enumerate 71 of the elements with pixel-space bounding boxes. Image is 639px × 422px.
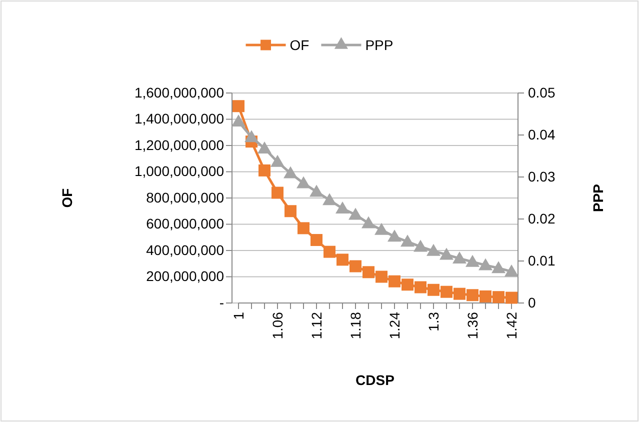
x-tick-label: 1.36 (464, 312, 480, 340)
point (388, 275, 400, 288)
point (298, 222, 310, 234)
y-tick-label: 800,000,000 (146, 189, 224, 206)
x-tick-label: 1.42 (503, 312, 520, 340)
point (454, 288, 466, 300)
y-tick-label: 400,000,000 (146, 242, 224, 258)
point (270, 154, 284, 167)
y2-tick-label: 0.04 (528, 126, 556, 142)
point (504, 264, 518, 276)
point (414, 281, 426, 294)
point (284, 166, 298, 178)
point (402, 278, 414, 291)
point (284, 205, 296, 218)
point (310, 184, 324, 197)
point (428, 284, 440, 296)
y-tick-label: 1,400,000,000 (134, 110, 224, 127)
point (258, 164, 270, 176)
point (324, 246, 336, 258)
y-tick-label: 1,200,000,000 (134, 136, 224, 153)
point (348, 208, 362, 220)
x-tick-label: 1.3 (425, 312, 442, 332)
y-tick-label: 1,000,000,000 (134, 163, 224, 180)
point (336, 254, 348, 266)
point (440, 248, 454, 260)
point (362, 266, 374, 278)
point (492, 261, 506, 274)
point (492, 291, 504, 304)
y2-tick-label: 0.03 (528, 168, 556, 184)
y-tick-label: 600,000,000 (146, 216, 224, 232)
point (480, 290, 492, 302)
x-tick-label: 1.12 (308, 312, 324, 340)
point (336, 202, 350, 214)
legend-label: OF (290, 36, 310, 53)
point (426, 244, 440, 256)
point (388, 230, 402, 242)
point (244, 130, 258, 142)
x-tick-label: 1.24 (386, 312, 402, 340)
x-tick-label: 1.06 (269, 312, 286, 340)
y2-tick-label: 0.02 (528, 210, 556, 226)
point (466, 289, 478, 302)
point (322, 193, 336, 206)
point (506, 292, 518, 304)
y2-axis-title: PPP (590, 184, 606, 212)
x-tick-label: 1 (230, 312, 246, 320)
point (272, 186, 284, 199)
y-tick-label: - (219, 294, 224, 310)
x-axis-title: CDSP (356, 372, 394, 388)
point (232, 114, 246, 127)
y-tick-label: 200,000,000 (146, 268, 224, 284)
point (362, 216, 376, 228)
y-tick-label: 1,600,000,000 (134, 84, 224, 100)
x-tick-label: 1.18 (347, 312, 364, 340)
y2-tick-label: 0.01 (528, 252, 556, 268)
y-axis-title: OF (59, 188, 75, 208)
point (296, 176, 310, 188)
point (258, 141, 272, 154)
point (478, 258, 492, 270)
point (376, 270, 388, 283)
point (466, 254, 480, 267)
point (350, 260, 362, 272)
point (452, 251, 466, 264)
point (374, 222, 388, 235)
y2-tick-label: 0.05 (528, 84, 556, 100)
point (310, 234, 322, 246)
y2-tick-label: 0 (528, 294, 536, 310)
point (440, 286, 452, 298)
point (232, 100, 244, 112)
point (414, 240, 428, 252)
point (400, 234, 414, 247)
legend-label: PPP (365, 36, 394, 53)
